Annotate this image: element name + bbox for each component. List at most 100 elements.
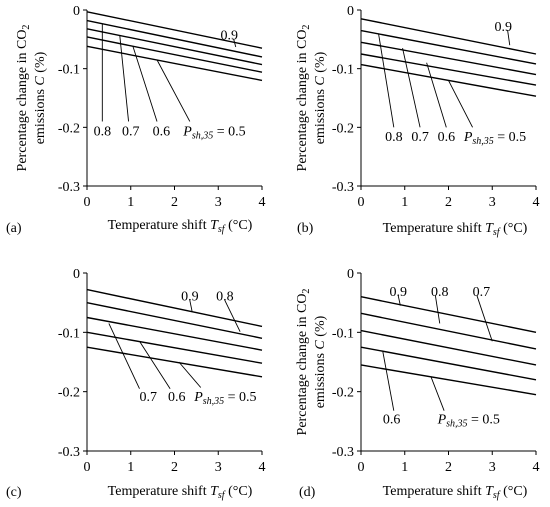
panel-label: (c) <box>6 485 22 500</box>
y-tick-label: -0.1 <box>58 63 80 78</box>
y-tick-label: -0.3 <box>58 445 80 460</box>
x-tick-label: 2 <box>171 460 178 475</box>
series-line-0 <box>86 11 263 49</box>
leader-line <box>397 295 401 306</box>
panel-label: (b) <box>297 221 314 236</box>
x-axis-label: Temperature shift Tsf (°C) <box>383 221 528 238</box>
series-label: 0.6 <box>168 390 186 405</box>
x-tick-label: 1 <box>127 460 134 475</box>
x-tick-label: 1 <box>401 195 408 210</box>
x-tick-label: 4 <box>533 460 540 475</box>
leader-line <box>108 323 140 389</box>
series-label: 0.7 <box>411 130 429 145</box>
panel-label: (a) <box>6 221 22 236</box>
x-tick-label: 4 <box>259 195 266 210</box>
series-label: 0.8 <box>216 290 234 305</box>
leader-line <box>139 340 171 389</box>
series-line-4 <box>360 364 537 396</box>
y-tick-label: -0.1 <box>332 326 354 341</box>
series-label: 0.6 <box>383 412 401 427</box>
series-line-0 <box>86 288 263 328</box>
series-line-2 <box>360 329 537 366</box>
leader-line <box>476 295 493 342</box>
series-line-3 <box>86 331 263 364</box>
series-line-0 <box>360 296 537 334</box>
series-label: 0.8 <box>94 124 112 139</box>
leader-line <box>507 29 511 46</box>
series-line-4 <box>360 63 537 97</box>
leader-line <box>382 351 395 411</box>
leader-line <box>119 35 130 122</box>
y-axis-label-line2: emissions C (%) <box>313 51 328 144</box>
x-tick-label: 2 <box>171 195 178 210</box>
y-tick-label: -0.2 <box>58 121 80 136</box>
series-line-3 <box>86 36 263 73</box>
leader-line <box>402 48 421 128</box>
y-tick-label: 0 <box>347 267 354 282</box>
y-tick-label: -0.2 <box>332 121 354 136</box>
y-tick-label: -0.3 <box>58 180 80 195</box>
x-tick-label: 3 <box>215 460 222 475</box>
x-tick-label: 0 <box>358 460 365 475</box>
x-tick-label: 4 <box>533 195 540 210</box>
leader-line <box>132 46 158 122</box>
leader-line <box>178 361 202 388</box>
panel-label: (d) <box>299 485 316 500</box>
x-tick-label: 3 <box>489 460 496 475</box>
series-line-4 <box>86 346 263 378</box>
y-tick-label: -0.3 <box>332 445 354 460</box>
series-line-1 <box>360 312 537 350</box>
series-label: 0.6 <box>153 124 171 139</box>
x-tick-label: 3 <box>215 195 222 210</box>
leader-line <box>378 33 395 128</box>
series-line-2 <box>86 28 263 66</box>
series-label: 0.6 <box>438 130 456 145</box>
series-label: 0.7 <box>140 390 158 405</box>
y-axis-label: Percentage change in CO2 <box>295 25 312 172</box>
series-line-0 <box>360 18 537 55</box>
series-line-1 <box>360 29 537 65</box>
x-tick-label: 2 <box>445 460 452 475</box>
series-line-2 <box>360 41 537 76</box>
y-tick-label: -0.1 <box>332 63 354 78</box>
y-tick-label: -0.2 <box>58 386 80 401</box>
panel-b: 0 -0.1 -0.2 -0.3 0 1 2 3 4 0.9 0.8 0.7 0.6 Psh,35 = 0… <box>295 4 540 238</box>
leader-line <box>224 300 241 332</box>
panel-c: 0 -0.1 -0.2 -0.3 0 1 2 3 4 0.9 0.8 0.7 0.6 Psh,35 = 0… <box>6 267 266 501</box>
y-tick-label: -0.3 <box>332 180 354 195</box>
series-label: 0.8 <box>431 285 449 300</box>
y-tick-label: -0.2 <box>332 386 354 401</box>
series-line-3 <box>360 53 537 86</box>
series-label: Psh,35 = 0.5 <box>463 130 526 147</box>
y-axis-label: Percentage change in CO2 <box>15 25 32 172</box>
series-label: 0.8 <box>385 130 403 145</box>
x-tick-label: 2 <box>445 195 452 210</box>
x-tick-label: 0 <box>84 195 91 210</box>
series-line-4 <box>86 45 263 82</box>
x-axis-label: Temperature shift Tsf (°C) <box>108 484 253 501</box>
y-tick-label: 0 <box>347 4 354 19</box>
x-tick-label: 0 <box>84 460 91 475</box>
series-label: Psh,35 = 0.5 <box>193 390 256 407</box>
x-axis-label: Temperature shift Tsf (°C) <box>383 484 528 501</box>
x-tick-label: 3 <box>489 195 496 210</box>
leader-line <box>156 59 191 122</box>
series-line-3 <box>360 346 537 381</box>
leader-line <box>189 300 193 312</box>
leader-line <box>233 38 237 48</box>
x-axis-label: Temperature shift Tsf (°C) <box>108 218 253 235</box>
y-axis-label-line2: emissions C (%) <box>313 315 328 408</box>
y-axis-label: Percentage change in CO2 <box>295 289 312 436</box>
x-tick-label: 1 <box>127 195 134 210</box>
series-label: Psh,35 = 0.5 <box>182 124 245 141</box>
series-label: Psh,35 = 0.5 <box>437 412 500 429</box>
y-tick-label: -0.1 <box>58 326 80 341</box>
leader-line <box>430 376 445 411</box>
leader-line <box>448 80 473 128</box>
series-label: 0.7 <box>473 285 491 300</box>
leader-line <box>434 295 441 324</box>
panel-a: 0 -0.1 -0.2 -0.3 0 1 2 3 4 0.9 0.8 0.7 0.6 Psh,35 = 0… <box>6 4 266 236</box>
series-line-2 <box>86 316 263 351</box>
x-tick-label: 1 <box>401 460 408 475</box>
